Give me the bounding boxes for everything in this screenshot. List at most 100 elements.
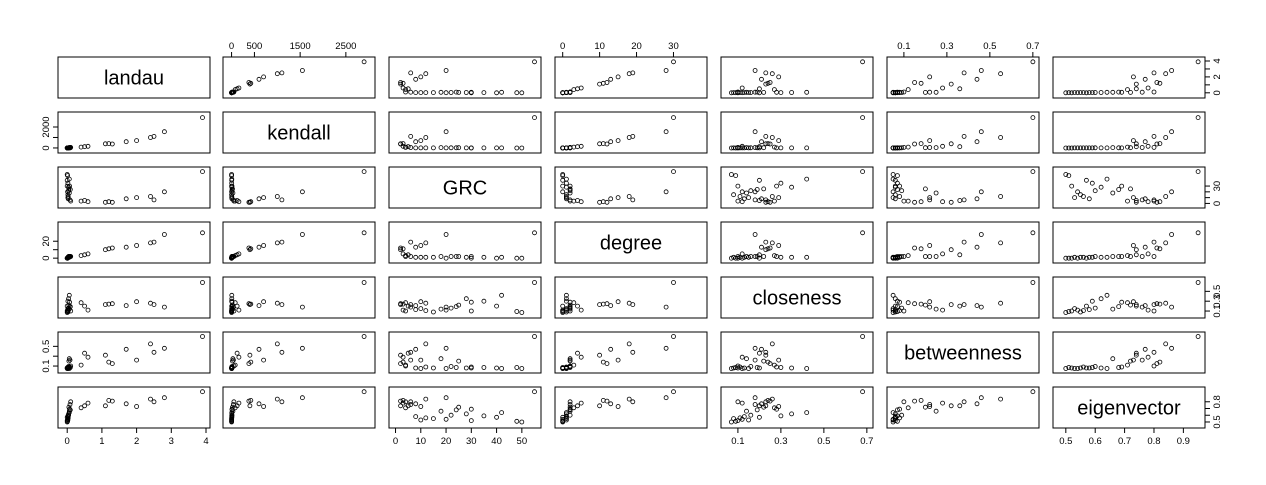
point-0-1-12 — [231, 89, 237, 95]
point-6-4-30 — [754, 407, 760, 413]
panel-2-6 — [1052, 166, 1206, 209]
variable-label-kendall: kendall — [267, 123, 330, 145]
point-6-0-21 — [148, 396, 153, 402]
point-5-1-18 — [246, 361, 252, 367]
point-5-2-22 — [408, 349, 414, 355]
xtick-label-betweenness-0: 0.1 — [897, 41, 910, 52]
point-0-4-28 — [804, 89, 810, 95]
point-5-6-29 — [1119, 364, 1125, 370]
point-4-3-19 — [608, 303, 614, 309]
point-0-6-6 — [1081, 90, 1086, 95]
point-3-2-17 — [400, 246, 406, 252]
point-2-5-13 — [905, 198, 911, 204]
ytick-label-right-4-1: 0.3 — [1212, 295, 1223, 308]
point-0-3-22 — [630, 70, 636, 76]
point-3-6-8 — [1092, 254, 1098, 259]
point-0-2-24 — [532, 59, 537, 65]
point-6-2-11 — [408, 402, 414, 407]
point-6-0-20 — [134, 404, 140, 409]
point-6-3-20 — [615, 404, 621, 409]
point-5-4-4 — [731, 365, 736, 371]
point-4-2-14 — [405, 303, 411, 309]
xtick-label-GRC-4: 40 — [491, 436, 502, 447]
point-0-6-2 — [1066, 90, 1072, 96]
point-1-6-18 — [1154, 141, 1160, 147]
xtick-label-GRC-3: 30 — [466, 436, 477, 447]
point-1-2-30 — [453, 145, 459, 151]
point-6-2-0 — [519, 419, 525, 425]
point-0-5-29 — [897, 89, 902, 95]
point-0-4-21 — [769, 71, 775, 77]
point-2-0-17 — [106, 199, 112, 205]
point-1-2-29 — [468, 145, 474, 151]
point-6-2-23 — [443, 395, 449, 401]
point-1-6-26 — [1089, 145, 1095, 151]
point-1-6-10 — [1110, 145, 1116, 151]
point-5-3-20 — [615, 357, 621, 363]
point-4-5-23 — [978, 304, 984, 310]
point-4-6-17 — [1157, 301, 1163, 307]
point-0-4-25 — [757, 90, 762, 96]
point-5-6-23 — [1169, 345, 1174, 351]
point-3-5-29 — [897, 254, 902, 259]
point-3-1-30 — [229, 254, 235, 259]
point-1-4-22 — [763, 133, 769, 139]
point-5-2-8 — [448, 364, 454, 369]
point-1-4-15 — [739, 143, 745, 149]
point-3-5-13 — [905, 253, 911, 259]
point-5-6-28 — [1104, 366, 1110, 371]
point-4-3-28 — [564, 292, 569, 298]
point-4-2-29 — [468, 299, 474, 305]
point-0-4-10 — [744, 89, 749, 95]
point-2-5-11 — [927, 197, 933, 203]
point-3-6-13 — [1125, 253, 1130, 259]
point-5-3-23 — [663, 345, 669, 351]
point-2-6-19 — [1142, 196, 1148, 202]
point-2-4-11 — [752, 197, 758, 203]
point-2-3-23 — [663, 189, 669, 195]
xtick-label-GRC-0: 0 — [393, 436, 398, 447]
ytick-label-right-2-0: 0 — [1212, 201, 1223, 206]
point-6-5-8 — [899, 412, 905, 418]
point-1-5-10 — [933, 145, 939, 151]
point-2-0-30 — [67, 187, 73, 192]
point-3-5-28 — [890, 254, 896, 260]
point-1-2-8 — [448, 145, 454, 151]
point-1-4-18 — [767, 141, 773, 147]
point-6-5-22 — [961, 399, 967, 405]
point-2-6-7 — [1086, 196, 1092, 202]
point-3-0-15 — [85, 251, 91, 257]
point-1-0-30 — [67, 145, 73, 151]
point-1-4-25 — [757, 145, 762, 151]
ytick-label-right-0-4: 4 — [1212, 58, 1223, 63]
point-3-6-6 — [1081, 254, 1086, 260]
point-1-4-23 — [752, 129, 758, 135]
point-3-5-15 — [940, 251, 945, 257]
point-0-6-15 — [1145, 85, 1151, 91]
point-5-2-20 — [418, 357, 424, 363]
point-5-6-0 — [1063, 366, 1069, 371]
point-1-2-7 — [413, 145, 419, 151]
point-5-6-30 — [1116, 365, 1122, 370]
point-3-4-30 — [754, 254, 760, 259]
point-5-1-16 — [247, 352, 253, 358]
point-1-6-13 — [1125, 144, 1130, 150]
point-3-2-20 — [418, 243, 424, 248]
point-2-4-24 — [860, 169, 865, 175]
point-0-2-10 — [438, 89, 444, 95]
point-6-0-23 — [161, 395, 167, 401]
point-4-5-22 — [961, 302, 967, 308]
point-1-2-27 — [463, 145, 469, 151]
point-5-4-19 — [759, 346, 764, 352]
point-5-6-7 — [1086, 365, 1092, 371]
point-1-6-25 — [1084, 145, 1089, 151]
point-4-5-29 — [897, 299, 902, 305]
point-6-3-28 — [564, 410, 569, 416]
panel-2-5 — [886, 166, 1040, 209]
point-4-6-5 — [1072, 306, 1077, 312]
ytick-label-left-3-2: 20 — [41, 236, 52, 247]
point-3-4-26 — [778, 254, 784, 260]
point-5-6-18 — [1154, 361, 1160, 367]
point-5-0-20 — [134, 357, 140, 363]
